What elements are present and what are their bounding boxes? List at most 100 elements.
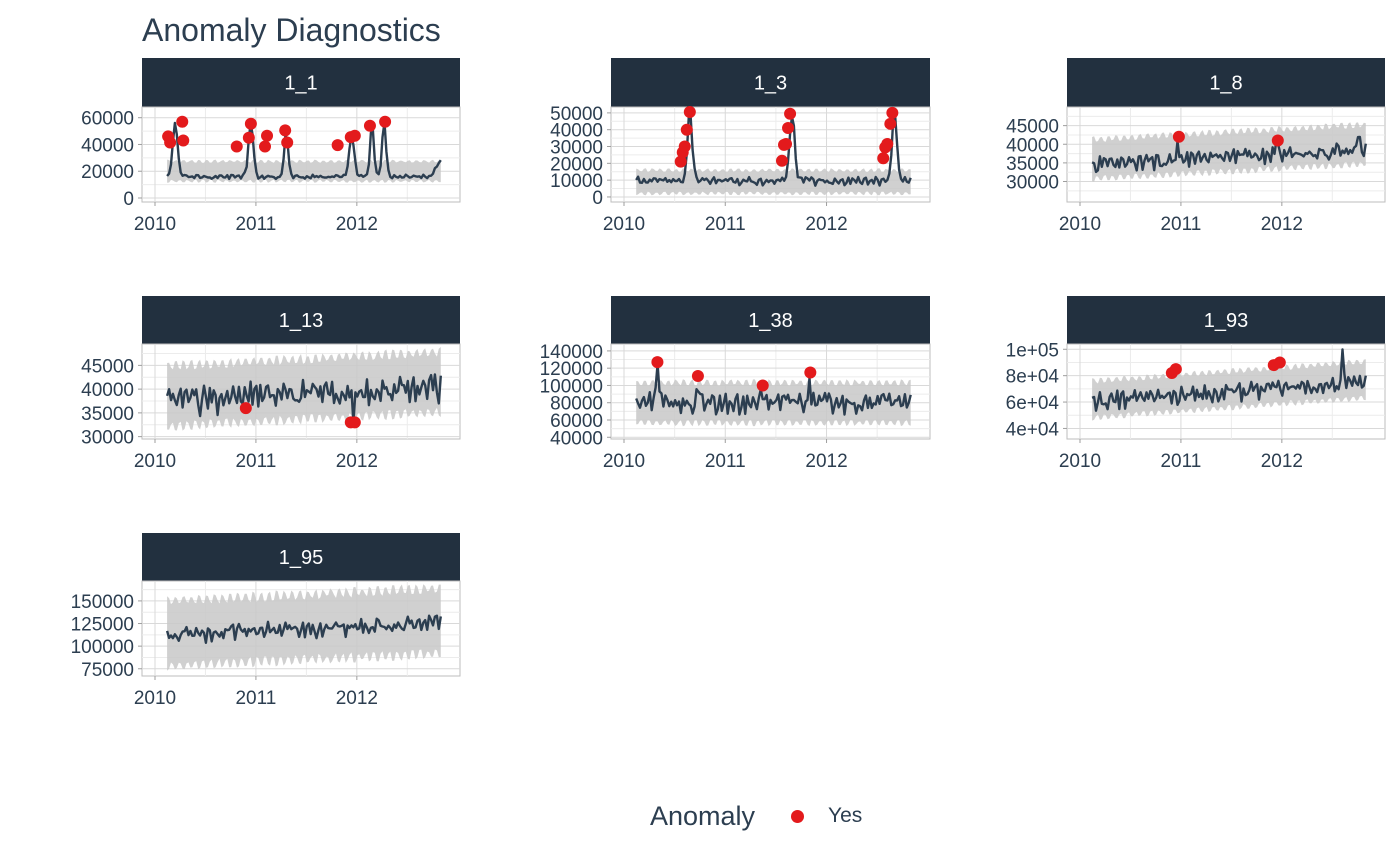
anomaly-point <box>279 124 292 137</box>
y-tick-label: 80000 <box>550 394 603 415</box>
facet-strip <box>142 58 460 107</box>
panel-border <box>1066 343 1386 440</box>
facet-label: 1_3 <box>754 73 787 95</box>
panel-border <box>141 580 461 677</box>
y-tick-label: 45000 <box>81 356 134 377</box>
anomaly-point <box>244 117 257 130</box>
y-tick-label: 120000 <box>540 359 603 380</box>
x-tick-label: 2010 <box>134 214 176 235</box>
panel-border <box>610 343 931 440</box>
y-tick-label: 0 <box>592 188 603 209</box>
x-tick-label: 2011 <box>235 214 276 235</box>
x-tick-label: 2010 <box>1059 451 1101 472</box>
x-tick-label: 2012 <box>336 214 378 235</box>
anomaly-point <box>1273 356 1286 369</box>
y-tick-label: 45000 <box>1006 117 1059 138</box>
x-tick-label: 2012 <box>336 688 378 709</box>
y-tick-label: 0 <box>123 189 134 210</box>
panel-border <box>141 106 461 203</box>
anomaly-point <box>239 402 252 415</box>
anomaly-point <box>281 136 294 149</box>
legend-swatch-anomaly <box>791 809 805 823</box>
x-tick-label: 2011 <box>1160 451 1201 472</box>
facet-label: 1_13 <box>279 310 324 332</box>
y-tick-label: 40000 <box>81 380 134 401</box>
y-tick-label: 30000 <box>550 138 603 159</box>
facet-strip <box>611 296 930 344</box>
x-tick-label: 2011 <box>235 451 276 472</box>
y-tick-label: 10000 <box>550 171 603 192</box>
series-line <box>1091 135 1367 174</box>
anomaly-point <box>1172 130 1185 143</box>
anomaly-point <box>261 129 274 142</box>
x-tick-label: 2010 <box>1059 214 1101 235</box>
y-tick-label: 35000 <box>81 404 134 425</box>
x-tick-label: 2011 <box>705 451 746 472</box>
facet-strip <box>1067 58 1385 107</box>
y-tick-label: 140000 <box>540 342 603 363</box>
anomaly-point <box>259 140 272 153</box>
x-tick-label: 2010 <box>603 214 645 235</box>
facet-label: 1_1 <box>284 73 317 95</box>
y-tick-label: 150000 <box>71 592 134 613</box>
y-tick-label: 60000 <box>81 109 134 130</box>
y-tick-label: 20000 <box>550 154 603 175</box>
legend: Anomaly Yes <box>650 796 862 836</box>
y-tick-label: 8e+04 <box>1006 367 1060 388</box>
y-tick-label: 75000 <box>81 660 134 681</box>
anomaly-point <box>780 137 793 150</box>
anomaly-point <box>379 115 392 128</box>
panel-border <box>1066 106 1386 203</box>
series-line <box>165 614 442 644</box>
anomaly-point <box>1271 134 1284 147</box>
x-tick-label: 2010 <box>603 451 645 472</box>
y-tick-label: 35000 <box>1006 154 1059 175</box>
series-line <box>166 120 442 181</box>
y-tick-label: 60000 <box>550 411 603 432</box>
anomaly-point <box>877 152 890 165</box>
x-tick-label: 2012 <box>336 451 378 472</box>
anomaly-point <box>177 134 190 147</box>
x-tick-label: 2012 <box>805 214 847 235</box>
anomaly-point <box>331 139 344 152</box>
facet-strip <box>611 58 930 107</box>
anomaly-point <box>176 115 189 128</box>
x-tick-label: 2012 <box>805 451 847 472</box>
panel-border <box>141 343 461 440</box>
series-line <box>635 115 912 187</box>
facet-strip <box>142 533 460 581</box>
y-tick-label: 100000 <box>540 376 603 397</box>
y-tick-label: 30000 <box>1006 173 1059 194</box>
facet-label: 1_8 <box>1209 73 1242 95</box>
x-tick-label: 2010 <box>134 451 176 472</box>
y-tick-label: 40000 <box>1006 135 1059 156</box>
anomaly-point <box>651 356 664 369</box>
panel-1_93: 1_93 4e+04 6e+04 8e+04 1e+05 2010 2011 2012 <box>1006 296 1386 472</box>
legend-title: Anomaly <box>650 800 756 831</box>
series-line <box>635 362 912 416</box>
anomaly-point <box>164 136 177 149</box>
panel-1_1: 1_1 0 20000 40000 60000 2010 2011 2012 <box>81 58 461 235</box>
anomaly-point <box>674 155 687 168</box>
anomaly-point <box>348 416 361 429</box>
legend-label-yes: Yes <box>828 804 863 827</box>
x-tick-label: 2012 <box>1261 451 1303 472</box>
anomaly-point <box>775 154 788 167</box>
x-tick-label: 2012 <box>1261 214 1303 235</box>
x-tick-label: 2011 <box>235 688 276 709</box>
anomaly-point <box>230 140 243 153</box>
anomaly-point <box>1169 363 1182 376</box>
series-line <box>165 373 442 425</box>
facet-label: 1_38 <box>748 310 793 332</box>
anomaly-point <box>884 117 897 130</box>
anomaly-point <box>680 123 693 136</box>
y-tick-label: 50000 <box>550 104 603 125</box>
y-tick-label: 1e+05 <box>1006 340 1059 361</box>
anomaly-point <box>242 131 255 144</box>
y-tick-label: 40000 <box>550 121 603 142</box>
facet-strip <box>142 296 460 344</box>
y-tick-label: 40000 <box>550 428 603 449</box>
